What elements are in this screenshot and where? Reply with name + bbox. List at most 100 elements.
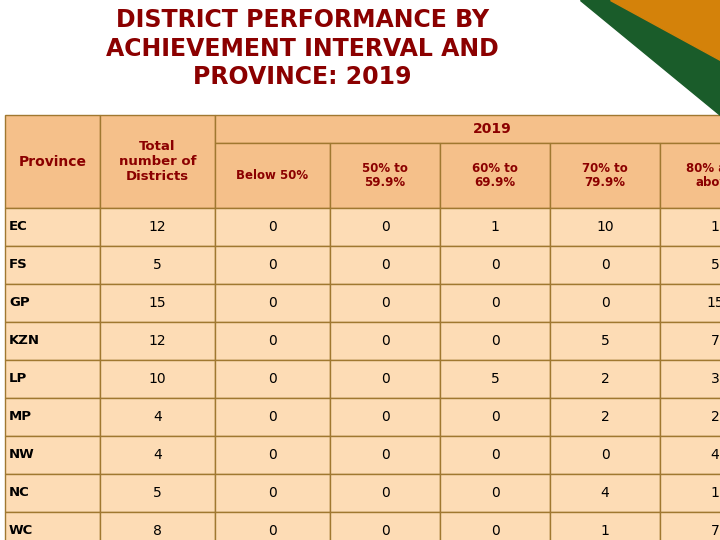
Bar [330, 398, 440, 436]
Bar [660, 436, 720, 474]
Bar [330, 474, 440, 512]
Bar [5, 208, 100, 246]
Text: 0: 0 [268, 296, 277, 310]
Bar [100, 512, 215, 540]
Text: 15: 15 [706, 296, 720, 310]
Bar [440, 246, 550, 284]
Text: 60% to
69.9%: 60% to 69.9% [472, 161, 518, 190]
Text: 4: 4 [153, 448, 162, 462]
Text: 8: 8 [153, 524, 162, 538]
Bar [330, 360, 440, 398]
Bar [660, 246, 720, 284]
Polygon shape [610, 0, 720, 60]
Text: 0: 0 [268, 334, 277, 348]
Bar [330, 208, 440, 246]
Text: 5: 5 [600, 334, 609, 348]
Bar [215, 512, 330, 540]
Bar [215, 284, 330, 322]
Bar [440, 474, 550, 512]
Text: 15: 15 [149, 296, 166, 310]
Text: 0: 0 [268, 372, 277, 386]
Bar [215, 143, 330, 208]
Bar [100, 360, 215, 398]
Bar [330, 512, 440, 540]
Text: 4: 4 [711, 448, 719, 462]
Bar [100, 398, 215, 436]
Text: 0: 0 [381, 296, 390, 310]
Text: EC: EC [9, 220, 28, 233]
Text: 5: 5 [153, 486, 162, 500]
Text: DISTRICT PERFORMANCE BY
ACHIEVEMENT INTERVAL AND
PROVINCE: 2019: DISTRICT PERFORMANCE BY ACHIEVEMENT INTE… [106, 8, 499, 90]
Text: 7: 7 [711, 334, 719, 348]
Bar [100, 115, 215, 208]
Text: 0: 0 [600, 448, 609, 462]
Bar [330, 246, 440, 284]
Text: 0: 0 [381, 448, 390, 462]
Text: 10: 10 [596, 220, 614, 234]
Bar [100, 208, 215, 246]
Text: 70% to
79.9%: 70% to 79.9% [582, 161, 628, 190]
Text: MP: MP [9, 410, 32, 423]
Text: 0: 0 [490, 258, 500, 272]
Bar [100, 322, 215, 360]
Bar [5, 360, 100, 398]
Text: 7: 7 [711, 524, 719, 538]
Text: 2019: 2019 [473, 122, 512, 136]
Bar [660, 512, 720, 540]
Text: 4: 4 [153, 410, 162, 424]
Text: 0: 0 [490, 410, 500, 424]
Text: NW: NW [9, 449, 35, 462]
Text: 0: 0 [490, 334, 500, 348]
Text: 2: 2 [711, 410, 719, 424]
Text: FS: FS [9, 259, 28, 272]
Text: Below 50%: Below 50% [236, 169, 309, 182]
Text: 5: 5 [490, 372, 500, 386]
Text: 12: 12 [149, 220, 166, 234]
Text: 0: 0 [381, 486, 390, 500]
Text: 0: 0 [490, 296, 500, 310]
Bar [440, 436, 550, 474]
Text: 0: 0 [490, 486, 500, 500]
Bar [5, 436, 100, 474]
Bar [5, 474, 100, 512]
Bar [5, 322, 100, 360]
Text: Total
number of
Districts: Total number of Districts [119, 140, 197, 183]
Text: 2: 2 [600, 410, 609, 424]
Polygon shape [580, 0, 720, 115]
Bar [5, 398, 100, 436]
Bar [550, 436, 660, 474]
Bar [440, 512, 550, 540]
Bar [440, 284, 550, 322]
Text: 0: 0 [268, 410, 277, 424]
Bar [5, 512, 100, 540]
Bar [330, 284, 440, 322]
Text: 10: 10 [149, 372, 166, 386]
Bar [215, 360, 330, 398]
Bar [660, 360, 720, 398]
Text: KZN: KZN [9, 334, 40, 348]
Bar [330, 143, 440, 208]
Bar [440, 143, 550, 208]
Bar [550, 474, 660, 512]
Text: NC: NC [9, 487, 30, 500]
Bar [660, 143, 720, 208]
Bar [550, 208, 660, 246]
Bar [440, 398, 550, 436]
Bar [550, 246, 660, 284]
Bar [5, 115, 100, 208]
Text: 3: 3 [711, 372, 719, 386]
Bar [5, 284, 100, 322]
Bar [100, 246, 215, 284]
Bar [550, 360, 660, 398]
Bar [100, 474, 215, 512]
Bar [215, 398, 330, 436]
Text: 0: 0 [381, 524, 390, 538]
Bar [215, 246, 330, 284]
Text: 1: 1 [711, 220, 719, 234]
Text: 0: 0 [381, 410, 390, 424]
Text: 0: 0 [381, 258, 390, 272]
Bar [660, 208, 720, 246]
Text: 0: 0 [381, 372, 390, 386]
Bar [550, 284, 660, 322]
Bar [660, 284, 720, 322]
